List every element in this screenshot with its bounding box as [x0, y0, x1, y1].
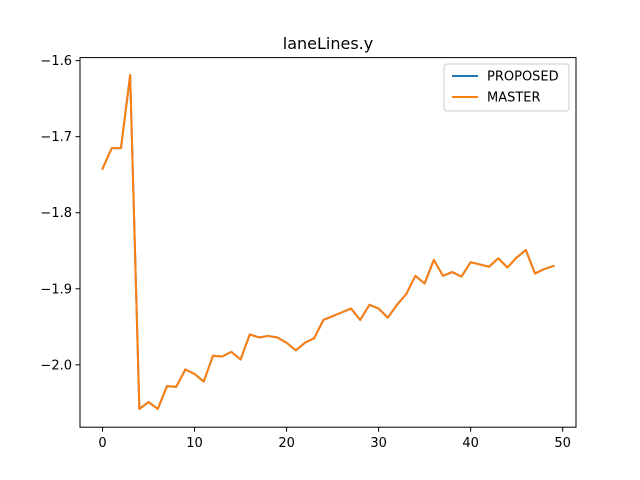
x-tick-label: 10 [186, 436, 203, 451]
legend: PROPOSED MASTER [443, 63, 570, 112]
y-tick-label: −1.7 [40, 130, 72, 145]
series-layer [101, 74, 555, 410]
chart-title: laneLines.y [283, 34, 373, 53]
x-tick-label: 40 [462, 436, 479, 451]
x-tick-label: 30 [370, 436, 387, 451]
legend-label-master: MASTER [487, 91, 541, 106]
y-tick-label: −1.6 [40, 54, 72, 69]
axes-frame [79, 57, 577, 428]
y-tick-label: −1.9 [40, 282, 72, 297]
x-tick-label: 50 [554, 436, 571, 451]
series-line-master [101, 74, 555, 410]
y-tick-label: −1.8 [40, 206, 72, 221]
x-tick-label: 0 [98, 436, 106, 451]
x-tick-label: 20 [278, 436, 295, 451]
y-tick-label: −2.0 [40, 358, 72, 373]
legend-label-proposed: PROPOSED [487, 70, 559, 85]
x-axis: 0 10 20 30 40 50 [98, 427, 571, 451]
y-axis: −1.6 −1.7 −1.8 −1.9 −2.0 [40, 54, 80, 373]
